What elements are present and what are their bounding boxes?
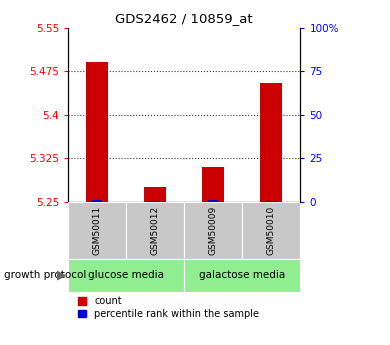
Bar (68, 259, 184, 292)
Bar (184, 259, 300, 292)
Bar (202, 167, 224, 202)
Text: growth protocol: growth protocol (4, 270, 86, 280)
Text: GSM50011: GSM50011 (93, 206, 102, 255)
Bar (184, 202, 242, 259)
Bar (86, 62, 108, 202)
Text: glucose media: glucose media (88, 270, 164, 280)
Text: GSM50012: GSM50012 (151, 206, 160, 255)
Legend: count, percentile rank within the sample: count, percentile rank within the sample (78, 296, 259, 319)
Bar (144, 187, 166, 202)
Bar (208, 199, 218, 202)
Bar (260, 83, 282, 202)
Bar (242, 202, 300, 259)
Bar (126, 202, 184, 259)
Text: galactose media: galactose media (199, 270, 285, 280)
Text: ▶: ▶ (57, 269, 66, 282)
Text: GSM50010: GSM50010 (267, 206, 276, 255)
Text: GSM50009: GSM50009 (209, 206, 218, 255)
Bar (92, 200, 102, 202)
Title: GDS2462 / 10859_at: GDS2462 / 10859_at (115, 12, 253, 25)
Bar (266, 201, 276, 202)
Bar (150, 201, 160, 202)
Bar (68, 202, 126, 259)
